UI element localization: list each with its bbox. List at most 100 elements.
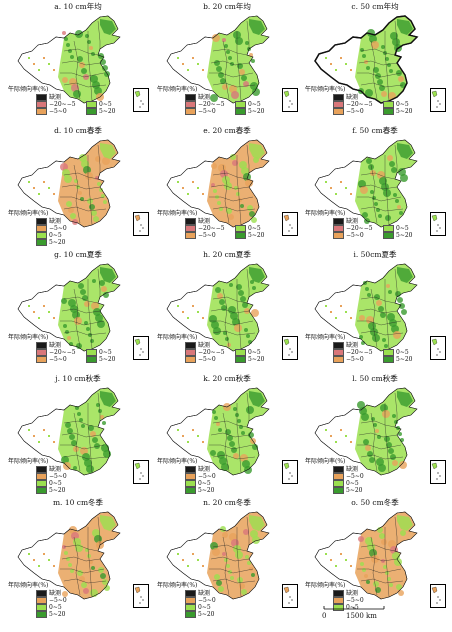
station-mark: [350, 69, 352, 71]
trend-patch: [379, 533, 385, 539]
trend-patch: [91, 566, 95, 570]
trend-patch: [380, 312, 386, 318]
legend-swatch-missing: [185, 466, 196, 473]
province-boundary: [236, 155, 242, 226]
trend-patch: [400, 530, 406, 536]
province-boundary: [360, 578, 404, 584]
province-boundary: [63, 296, 99, 304]
trend-patch: [382, 410, 390, 418]
trend-patch: [97, 182, 101, 186]
trend-patch: [389, 161, 395, 167]
province-boundary: [246, 144, 250, 173]
province-boundary: [384, 279, 390, 350]
legend-item-neg5_0: −5~0: [333, 232, 364, 239]
trend-patch: [82, 295, 88, 301]
legend-swatch-pos0_5: [235, 101, 246, 108]
trend-patch: [375, 429, 379, 433]
trend-patch: [212, 410, 216, 414]
trend-patch: [212, 34, 220, 42]
trend-patch: [210, 94, 218, 102]
legend-item-pos0_5: 0~5: [383, 349, 409, 356]
legend-label-pos5_20: 5~20: [99, 356, 116, 363]
trend-patch: [381, 91, 387, 97]
trend-patch: [234, 186, 238, 190]
legend-label-pos5_20: 5~20: [248, 108, 265, 115]
legend-label-pos0_5: 0~5: [99, 349, 112, 356]
station-mark: [28, 57, 30, 59]
trend-patch: [100, 573, 106, 579]
station-mark: [350, 317, 352, 319]
station-mark: [33, 435, 35, 437]
northeast-patch: [249, 19, 265, 35]
trend-patch: [73, 90, 81, 98]
legend-title: 年际倾向率(%): [8, 582, 49, 589]
legend-label-missing: 缺测: [49, 590, 62, 597]
trend-patch: [358, 536, 364, 542]
station-mark: [182, 559, 184, 561]
province-boundary: [358, 60, 398, 66]
trend-patch: [67, 428, 73, 434]
legend-item-pos5_20: 5~20: [383, 232, 412, 239]
china-map: [17, 511, 121, 600]
panel-title: a. 10 cm年均: [54, 2, 102, 11]
trend-patch: [74, 317, 82, 325]
station-mark: [325, 553, 327, 555]
legend-label-missing: 缺测: [346, 342, 359, 349]
map-panel: j. 10 cm秋季 年际倾向率(%) 缺测 −5~0 0~5 5~20: [8, 374, 149, 494]
trend-patch: [246, 334, 250, 338]
trend-patch: [248, 432, 254, 438]
trend-patch: [85, 34, 89, 38]
legend-label-missing: 缺测: [346, 94, 359, 101]
legend-title: 年际倾向率(%): [8, 334, 49, 341]
trend-patch: [381, 45, 385, 49]
trend-patch: [217, 293, 223, 299]
trend-patch: [90, 339, 94, 343]
station-mark: [202, 317, 204, 319]
trend-patch: [222, 552, 226, 556]
trend-patch: [214, 574, 220, 580]
legend-label-missing: 缺测: [49, 342, 62, 349]
trend-patch: [359, 315, 365, 321]
south-china-sea-inset: [133, 584, 149, 608]
legend-label-pos0_5: 0~5: [49, 480, 62, 487]
trend-patch: [252, 286, 256, 290]
province-boundary: [394, 516, 398, 545]
legend-title: 年际倾向率(%): [157, 210, 198, 217]
trend-patch: [65, 422, 71, 428]
scale-zero: 0: [322, 612, 327, 620]
trend-patch: [386, 284, 390, 288]
legend-item-pos5_20: 5~20: [36, 487, 65, 494]
country-border: [166, 15, 270, 104]
province-boundary: [358, 556, 398, 562]
legend-item-pos5_20: 5~20: [235, 356, 264, 363]
legend-label-missing: 缺测: [198, 342, 211, 349]
station-mark: [197, 63, 199, 65]
legend-item-missing: 缺测: [333, 94, 358, 101]
legend-item-pos5_20: 5~20: [36, 239, 65, 246]
station-mark: [48, 311, 50, 313]
station-mark: [48, 435, 50, 437]
trend-patch: [251, 573, 255, 577]
trend-patch: [231, 447, 237, 453]
province-boundary: [60, 320, 105, 326]
legend-swatch-neg5_0: [185, 597, 196, 604]
panel-title: g. 10 cm夏季: [54, 250, 102, 259]
trend-patch: [235, 551, 243, 559]
legend-title: 午际倾向率(%): [8, 86, 49, 93]
station-mark: [177, 181, 179, 183]
province-boundary: [384, 155, 390, 226]
trend-patch: [75, 30, 83, 38]
trend-patch: [230, 576, 234, 580]
station-mark: [325, 429, 327, 431]
trend-patch: [80, 289, 86, 295]
trend-patch: [382, 338, 386, 342]
trend-patch: [89, 560, 93, 564]
legend-label-pos0_5: 0~5: [49, 232, 62, 239]
trend-patch: [245, 41, 249, 45]
legend-item-pos0_5: 0~5: [86, 349, 112, 356]
station-mark: [335, 317, 337, 319]
legend-swatch-pos0_5: [185, 604, 196, 611]
legend-label-neg20_5: −20~−5: [198, 225, 225, 232]
legend-item-neg5_0: −5~0: [185, 597, 216, 604]
province-boundary: [358, 432, 398, 438]
